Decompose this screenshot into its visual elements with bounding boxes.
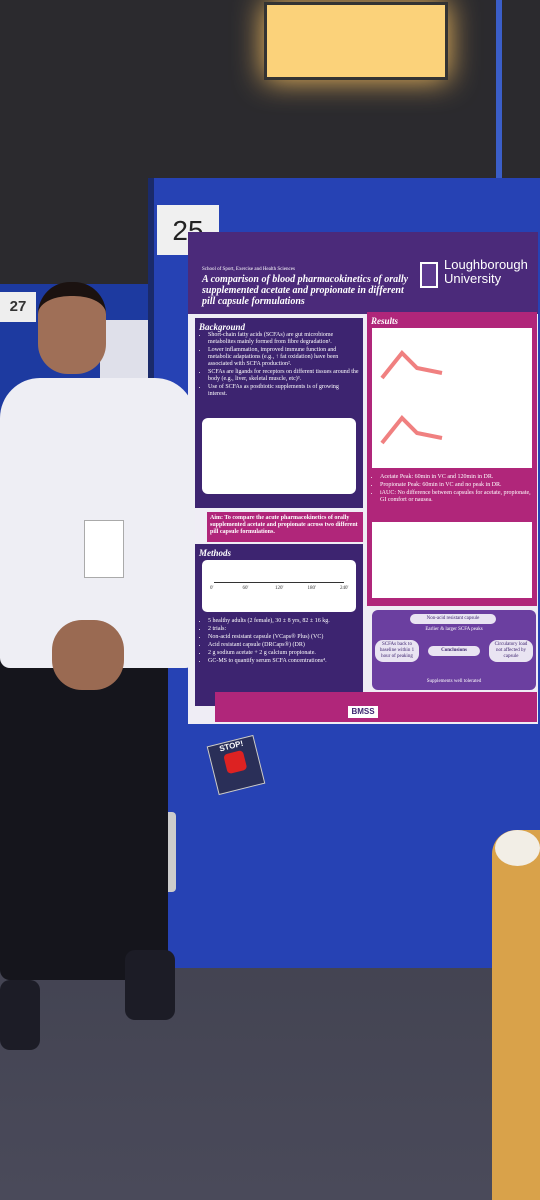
timeline-label: 180'	[307, 586, 316, 591]
stop-icon	[223, 749, 248, 775]
person-head	[38, 282, 106, 374]
footer-logo: BMSS	[348, 706, 378, 718]
name-badge	[84, 520, 124, 578]
conclusions-section: Non-acid resistant capsule Earlier & lar…	[372, 610, 536, 690]
bullet: Propionate Peak: 60min in VC and no peak…	[380, 482, 533, 489]
methods-section: Methods 0' 60' 120' 180' 240' 5 healthy adul…	[195, 544, 363, 706]
bullet: 2 g sodium acetate + 2 g calcium propion…	[208, 650, 359, 657]
bullet: iAUC: No difference between capsules for…	[380, 490, 533, 504]
timeline-figure: 0' 60' 120' 180' 240'	[202, 560, 356, 612]
poster-tube	[492, 830, 540, 1200]
plot-sketch	[380, 350, 443, 445]
iauc-plots	[372, 522, 532, 598]
timeline-label: 60'	[242, 586, 249, 591]
bullet: Use of SCFAs as postbiotic supplements i…	[208, 384, 359, 398]
person-shoe	[125, 950, 175, 1020]
timeline-label: 0'	[210, 586, 214, 591]
blue-light-pole	[496, 0, 502, 180]
conclusion-item: SCFAs back to baseline within 1 hour of …	[375, 640, 419, 662]
conclusion-heading: Conclusions	[428, 646, 480, 656]
university-name: Loughborough University	[444, 257, 528, 286]
timeline-axis	[214, 582, 344, 583]
bullet: Acetate Peak: 60min in VC and 120min in …	[380, 474, 533, 481]
background-section: Background Short-chain fatty acids (SCFA…	[195, 318, 363, 508]
bullet: SCFAs are ligands for receptors on diffe…	[208, 369, 359, 383]
conclusion-item: Supplements well tolerated	[426, 679, 482, 684]
bullet-list: Short-chain fatty acids (SCFAs) are gut …	[199, 332, 359, 398]
tube-cap	[495, 830, 540, 866]
bullet-list: Acetate Peak: 60min in VC and 120min in …	[371, 474, 533, 505]
board-number: 27	[0, 292, 36, 322]
bullet: GC-MS to quantify serum SCFA concentrati…	[208, 658, 359, 665]
university-crest	[420, 262, 438, 288]
poster-header	[188, 232, 538, 314]
bullet: Lower inflammation, improved immune func…	[208, 347, 359, 368]
person-shoe	[0, 980, 40, 1050]
aim-box: Aim: To compare the acute pharmacokineti…	[207, 512, 363, 542]
results-plots	[372, 328, 532, 468]
section-heading: Results	[371, 316, 399, 326]
bullet-list: 5 healthy adults (2 female), 30 ± 8 yrs,…	[199, 618, 359, 666]
bullet: 5 healthy adults (2 female), 30 ± 8 yrs,…	[208, 618, 359, 625]
conclusion-item: Circulatory load not affected by capsule	[489, 640, 533, 662]
bullet: Short-chain fatty acids (SCFAs) are gut …	[208, 332, 359, 346]
section-heading: Methods	[199, 548, 232, 558]
school-name: School of Sport, Exercise and Health Sci…	[202, 267, 295, 272]
stage-lamp	[264, 2, 448, 80]
curve	[380, 415, 443, 445]
poster: School of Sport, Exercise and Health Sci…	[188, 232, 538, 724]
bullet: 2 trials:	[208, 626, 359, 633]
person-hands	[52, 620, 124, 690]
bullet: Acid resistant capsule (DRCaps®) (DR)	[208, 642, 359, 649]
timeline-label: 240'	[340, 586, 349, 591]
conclusion-item: Non-acid resistant capsule	[410, 614, 496, 624]
diagram-figure	[202, 418, 356, 494]
section-heading: Background	[199, 322, 246, 332]
timeline-label: 120'	[275, 586, 284, 591]
person-trousers	[0, 640, 168, 980]
poster-title: A comparison of blood pharmacokinetics o…	[202, 274, 409, 307]
curve	[380, 350, 443, 380]
results-section: Results Acetate Peak: 60min in VC and 12…	[367, 312, 537, 606]
bullet: Non-acid resistant capsule (VCaps® Plus)…	[208, 634, 359, 641]
conclusion-item: Earlier & larger SCFA peaks	[425, 627, 483, 632]
